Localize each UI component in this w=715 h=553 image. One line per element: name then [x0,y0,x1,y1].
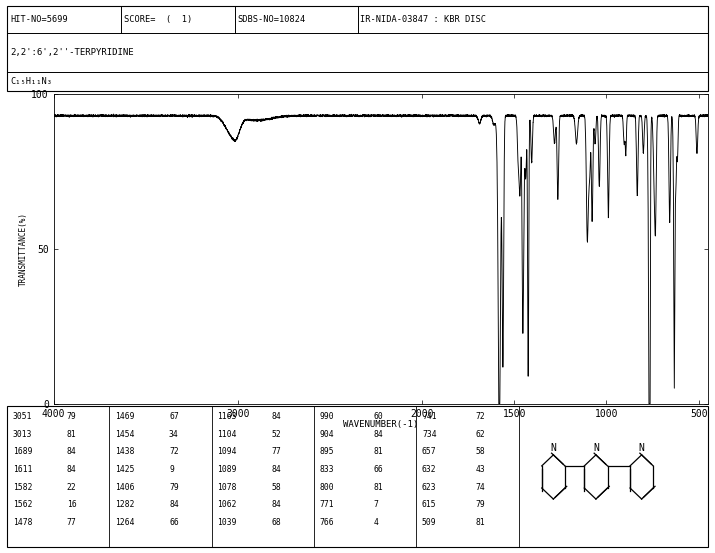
Text: 84: 84 [271,412,281,421]
Text: 1469: 1469 [115,412,134,421]
Text: 22: 22 [66,483,77,492]
Text: N: N [551,442,556,452]
Text: 1039: 1039 [217,518,237,527]
Text: 84: 84 [271,465,281,474]
Text: 84: 84 [374,430,383,439]
Text: 60: 60 [374,412,383,421]
Text: 9: 9 [169,465,174,474]
Text: 81: 81 [374,483,383,492]
Text: 1078: 1078 [217,483,237,492]
Text: 1094: 1094 [217,447,237,456]
Text: 1163: 1163 [217,412,237,421]
Text: IR-NIDA-03847 : KBR DISC: IR-NIDA-03847 : KBR DISC [360,15,486,24]
Text: 1689: 1689 [13,447,32,456]
Text: 66: 66 [169,518,179,527]
Text: 771: 771 [320,500,335,509]
Text: 77: 77 [66,518,77,527]
Text: 84: 84 [66,447,77,456]
Text: C₁₅H₁₁N₃: C₁₅H₁₁N₃ [10,77,52,86]
Text: SDBS-NO=10824: SDBS-NO=10824 [237,15,306,24]
Text: 79: 79 [476,500,485,509]
Text: 34: 34 [169,430,179,439]
Text: 800: 800 [320,483,335,492]
Text: 657: 657 [422,447,437,456]
Text: 72: 72 [169,447,179,456]
Text: N: N [593,442,599,452]
Text: 2,2':6',2''-TERPYRIDINE: 2,2':6',2''-TERPYRIDINE [10,48,134,57]
Text: 734: 734 [422,430,437,439]
Text: 67: 67 [169,412,179,421]
Text: 509: 509 [422,518,437,527]
Text: N: N [638,442,644,452]
X-axis label: WAVENUMBER(-1): WAVENUMBER(-1) [343,420,418,429]
Text: 1611: 1611 [13,465,32,474]
Text: 623: 623 [422,483,437,492]
Text: 84: 84 [169,500,179,509]
Text: 79: 79 [169,483,179,492]
Text: 58: 58 [271,483,281,492]
Text: 1264: 1264 [115,518,134,527]
Text: 1104: 1104 [217,430,237,439]
Text: 1062: 1062 [217,500,237,509]
Text: 1478: 1478 [13,518,32,527]
Text: 43: 43 [476,465,485,474]
Text: 904: 904 [320,430,335,439]
Text: 1582: 1582 [13,483,32,492]
Text: 741: 741 [422,412,437,421]
Text: 3051: 3051 [13,412,32,421]
Text: 68: 68 [271,518,281,527]
Text: 84: 84 [66,465,77,474]
Text: 1562: 1562 [13,500,32,509]
Text: 1089: 1089 [217,465,237,474]
Y-axis label: TRANSMITTANCE(%): TRANSMITTANCE(%) [19,212,29,286]
Text: 84: 84 [271,500,281,509]
Text: 1454: 1454 [115,430,134,439]
Text: 62: 62 [476,430,485,439]
Text: 1425: 1425 [115,465,134,474]
Text: 990: 990 [320,412,335,421]
Text: 74: 74 [476,483,485,492]
Text: 7: 7 [374,500,378,509]
Text: 4: 4 [374,518,378,527]
Text: 81: 81 [374,447,383,456]
Text: 66: 66 [374,465,383,474]
Text: 615: 615 [422,500,437,509]
Text: 1438: 1438 [115,447,134,456]
Text: 766: 766 [320,518,335,527]
Text: 72: 72 [476,412,485,421]
Text: 52: 52 [271,430,281,439]
Text: 81: 81 [476,518,485,527]
Text: HIT-NO=5699: HIT-NO=5699 [10,15,68,24]
Text: 1406: 1406 [115,483,134,492]
Text: 79: 79 [66,412,77,421]
Text: 77: 77 [271,447,281,456]
Text: 58: 58 [476,447,485,456]
Text: 1282: 1282 [115,500,134,509]
Text: SCORE=  (  1): SCORE= ( 1) [124,15,192,24]
Text: 632: 632 [422,465,437,474]
Text: 16: 16 [66,500,77,509]
Text: 3013: 3013 [13,430,32,439]
Text: 895: 895 [320,447,335,456]
Text: 833: 833 [320,465,335,474]
Text: 81: 81 [66,430,77,439]
